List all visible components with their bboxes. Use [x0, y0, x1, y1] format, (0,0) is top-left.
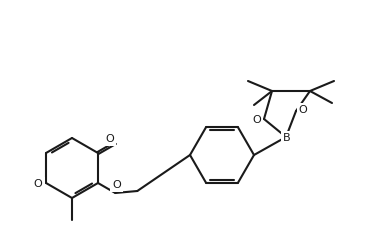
Text: B: B — [283, 133, 291, 143]
Text: O: O — [34, 179, 42, 189]
Text: O: O — [112, 180, 121, 190]
Text: O: O — [253, 115, 262, 125]
Text: O: O — [299, 105, 307, 115]
Text: O: O — [105, 134, 114, 144]
